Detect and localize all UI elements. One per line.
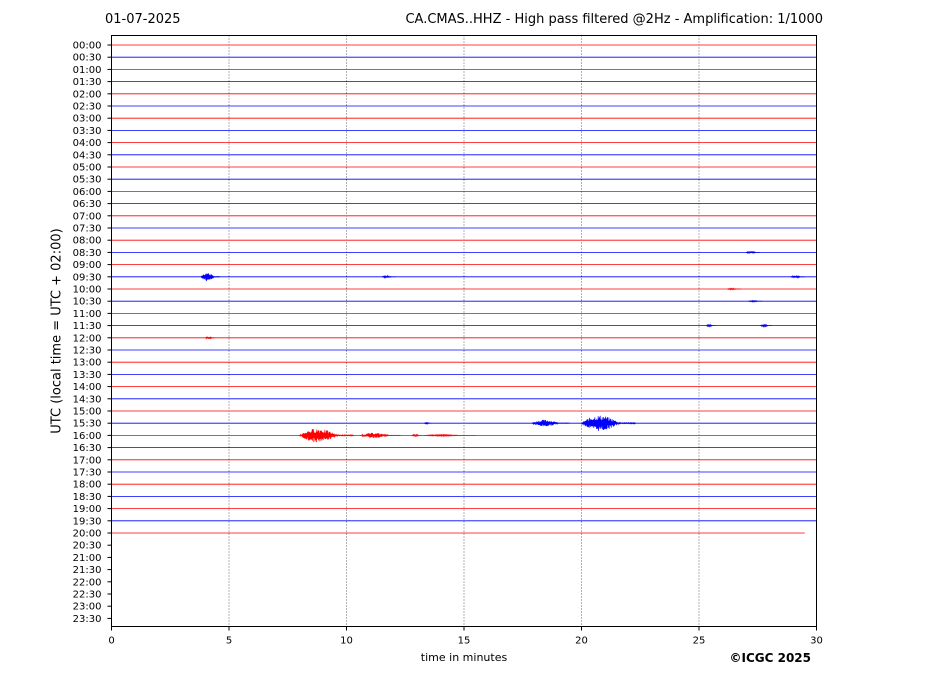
y-tick-label: 06:00 [73,187,102,198]
y-tick-label: 21:30 [73,565,102,576]
y-tick-label: 20:00 [73,529,102,540]
y-tick-label: 09:00 [73,260,102,271]
y-tick-label: 23:30 [73,614,102,625]
x-tick-label: 5 [226,636,232,647]
y-tick-label: 22:30 [73,590,102,601]
y-tick-label: 09:30 [73,272,102,283]
x-tick-label: 0 [108,636,114,647]
y-tick-label: 07:00 [73,211,102,222]
y-tick-label: 10:30 [73,297,102,308]
x-axis-label: time in minutes [420,651,508,664]
y-tick-label: 12:30 [73,346,102,357]
y-tick-label: 19:30 [73,516,102,527]
y-tick-label: 13:30 [73,370,102,381]
plot-frame [111,35,817,627]
y-tick-label: 11:00 [73,309,102,320]
y-tick-label: 04:00 [73,138,102,149]
date-label: 01-07-2025 [105,12,181,27]
trace-lines [111,44,817,534]
y-tick-label: 02:30 [73,102,102,113]
y-tick-label: 12:00 [73,333,102,344]
seismic-event-trace [423,433,476,438]
grid-lines [228,35,700,627]
seismic-events [200,250,805,443]
y-tick-label: 20:30 [73,541,102,552]
seismic-event-trace [531,419,570,427]
y-tick-label: 01:30 [73,77,102,88]
seismic-event-trace [745,250,761,254]
seismic-event-trace [790,274,805,279]
y-tick-label: 18:30 [73,492,102,503]
y-tick-label: 15:00 [73,407,102,418]
seismic-event-trace [727,287,742,291]
seismic-event-trace [759,323,772,328]
y-tick-label: 23:00 [73,602,102,613]
y-tick-label: 00:00 [73,41,102,52]
seismic-event-trace [299,429,354,443]
y-tick-label: 16:30 [73,443,102,454]
y-tick-label: 08:00 [73,236,102,247]
y-tick-label: 19:00 [73,504,102,515]
seismic-event-trace [360,432,401,438]
seismic-event-trace [748,299,763,303]
x-tick-label: 10 [340,636,353,647]
y-tick-label: 15:30 [73,419,102,430]
y-tick-label: 13:00 [73,358,102,369]
x-tick-label: 30 [810,636,823,647]
seismic-event-trace [381,274,396,279]
y-tick-label: 14:00 [73,382,102,393]
copyright-label: ©ICGC 2025 [729,651,811,665]
y-tick-label: 10:00 [73,285,102,296]
y-tick-label: 03:30 [73,126,102,137]
seismic-event-trace [205,336,216,340]
seismic-event-trace [705,323,716,328]
seismic-event-trace [423,421,432,425]
y-tick-label: 04:30 [73,150,102,161]
seismic-event-trace [200,273,220,282]
y-tick-label: 22:00 [73,577,102,588]
y-tick-label: 14:30 [73,394,102,405]
y-tick-label: 07:30 [73,224,102,235]
y-tick-label: 05:30 [73,175,102,186]
x-tick-label: 15 [458,636,471,647]
y-tick-label: 01:00 [73,65,102,76]
seismic-event-trace [412,433,422,438]
y-tick-label: 16:00 [73,431,102,442]
y-tick-label: 00:30 [73,53,102,64]
y-tick-label: 17:00 [73,455,102,466]
x-tick-label: 20 [575,636,588,647]
seismic-event-trace [581,415,636,431]
y-tick-label: 05:00 [73,163,102,174]
y-tick-label: 02:00 [73,89,102,100]
y-tick-label: 03:00 [73,114,102,125]
y-tick-label: 06:30 [73,199,102,210]
y-tick-label: 11:30 [73,321,102,332]
chart-title: CA.CMAS..HHZ - High pass filtered @2Hz -… [405,12,823,27]
y-tick-label: 17:30 [73,468,102,479]
x-tick-label: 25 [693,636,706,647]
y-tick-label: 08:30 [73,248,102,259]
y-tick-label: 18:00 [73,480,102,491]
y-tick-label: 21:00 [73,553,102,564]
